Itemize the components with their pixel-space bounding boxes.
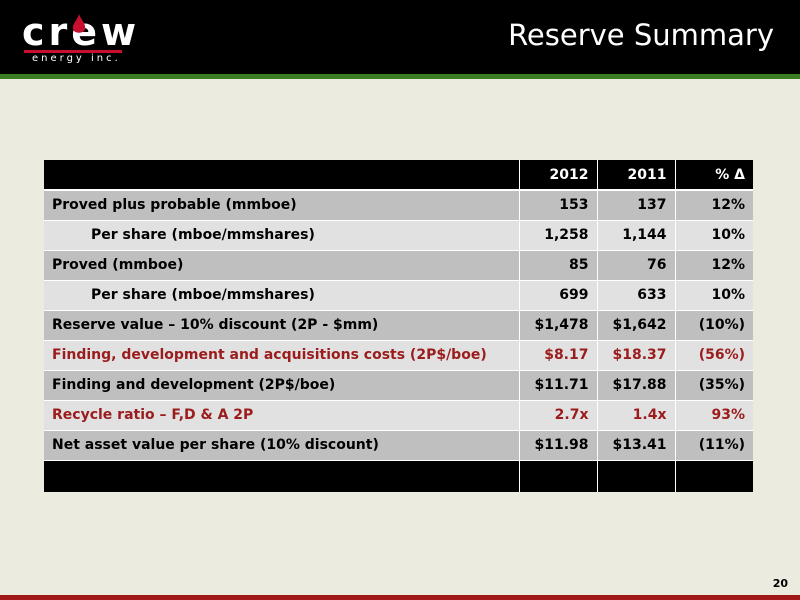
- row-label: Reserve value – 10% discount (2P - $mm): [44, 310, 519, 341]
- table-footer-row: [44, 460, 753, 492]
- table-row: Net asset value per share (10% discount)…: [44, 430, 753, 461]
- value-2011: 137: [596, 190, 675, 221]
- value-2012: 85: [518, 250, 597, 281]
- value-2012: $8.17: [518, 340, 597, 371]
- reserve-summary-table: 2012 2011 % Δ Proved plus probable (mmbo…: [44, 160, 753, 492]
- value-2011: $13.41: [596, 430, 675, 461]
- value-2012: 699: [518, 280, 597, 311]
- footer-cell: [674, 460, 753, 492]
- crew-logo: crew energy inc.: [22, 12, 136, 66]
- value-2012: $11.71: [518, 370, 597, 401]
- page-number: 20: [772, 577, 788, 590]
- header-divider: [0, 74, 800, 79]
- value-2011: 76: [596, 250, 675, 281]
- row-label: Per share (mboe/mmshares): [44, 220, 519, 251]
- value-2011: $1,642: [596, 310, 675, 341]
- row-label: Finding and development (2P$/boe): [44, 370, 519, 401]
- value-change: (35%): [674, 370, 753, 401]
- value-2012: $1,478: [518, 310, 597, 341]
- row-label: Proved plus probable (mmboe): [44, 190, 519, 221]
- value-change: 10%: [674, 280, 753, 311]
- footer-cell: [44, 460, 519, 492]
- column-header-change: % Δ: [674, 160, 753, 191]
- row-label: Recycle ratio – F,D & A 2P: [44, 400, 519, 431]
- table-header-row: 2012 2011 % Δ: [44, 160, 753, 191]
- table-row: Proved plus probable (mmboe) 153 137 12%: [44, 190, 753, 221]
- table-row: Recycle ratio – F,D & A 2P 2.7x 1.4x 93%: [44, 400, 753, 431]
- value-change: (10%): [674, 310, 753, 341]
- column-header-2011: 2011: [596, 160, 675, 191]
- table-row: Per share (mboe/mmshares) 1,258 1,144 10…: [44, 220, 753, 251]
- table-row: Proved (mmboe) 85 76 12%: [44, 250, 753, 281]
- table-row: Reserve value – 10% discount (2P - $mm) …: [44, 310, 753, 341]
- row-label: Proved (mmboe): [44, 250, 519, 281]
- value-2012: 2.7x: [518, 400, 597, 431]
- value-change: 10%: [674, 220, 753, 251]
- value-2011: $17.88: [596, 370, 675, 401]
- value-2012: 153: [518, 190, 597, 221]
- value-2011: $18.37: [596, 340, 675, 371]
- column-header-label: [44, 160, 519, 191]
- value-2012: $11.98: [518, 430, 597, 461]
- page-title: Reserve Summary: [508, 18, 774, 52]
- value-change: (56%): [674, 340, 753, 371]
- header-bar: crew energy inc. Reserve Summary: [0, 0, 800, 74]
- logo-subtitle: energy inc.: [32, 53, 121, 64]
- table-row: Per share (mboe/mmshares) 699 633 10%: [44, 280, 753, 311]
- footer-cell: [596, 460, 675, 492]
- value-change: 12%: [674, 190, 753, 221]
- flame-icon: [72, 14, 86, 33]
- value-2011: 1.4x: [596, 400, 675, 431]
- logo-underline: [24, 50, 122, 53]
- column-header-2012: 2012: [518, 160, 597, 191]
- row-label: Per share (mboe/mmshares): [44, 280, 519, 311]
- value-change: 93%: [674, 400, 753, 431]
- value-2012: 1,258: [518, 220, 597, 251]
- row-label: Net asset value per share (10% discount): [44, 430, 519, 461]
- table-row: Finding, development and acquisitions co…: [44, 340, 753, 371]
- table-row: Finding and development (2P$/boe) $11.71…: [44, 370, 753, 401]
- value-2011: 633: [596, 280, 675, 311]
- footer-divider: [0, 595, 800, 600]
- value-change: 12%: [674, 250, 753, 281]
- value-change: (11%): [674, 430, 753, 461]
- footer-cell: [518, 460, 597, 492]
- row-label: Finding, development and acquisitions co…: [44, 340, 519, 371]
- value-2011: 1,144: [596, 220, 675, 251]
